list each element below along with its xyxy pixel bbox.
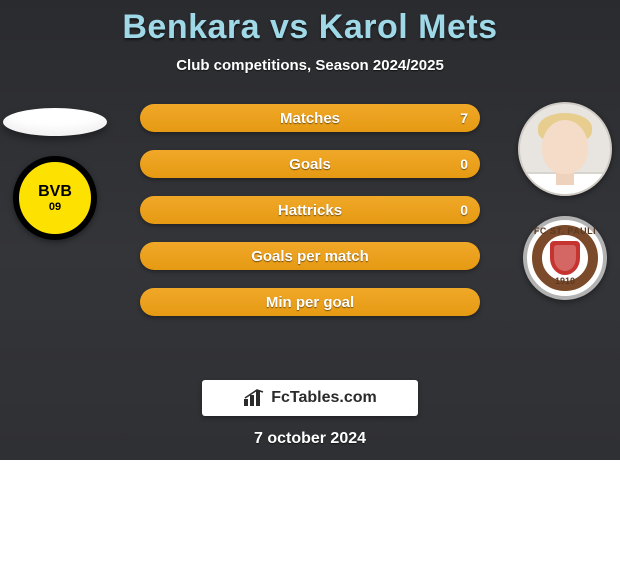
badge-year: 1910 bbox=[527, 276, 603, 286]
stat-right-value: 7 bbox=[448, 104, 480, 132]
stat-row-matches: Matches 7 bbox=[140, 104, 480, 132]
left-player-column: BVB 09 bbox=[0, 102, 110, 240]
stat-left-value bbox=[140, 242, 164, 270]
comparison-card: Benkara vs Karol Mets Club competitions,… bbox=[0, 0, 620, 460]
stat-right-value bbox=[456, 288, 480, 316]
page-title: Benkara vs Karol Mets bbox=[0, 0, 620, 47]
badge-arc-text: FC ST. PAULI bbox=[527, 226, 603, 236]
right-club-badge: FC ST. PAULI 1910 bbox=[523, 216, 607, 300]
stat-right-value bbox=[456, 242, 480, 270]
right-player-photo bbox=[518, 102, 612, 196]
stat-label: Matches bbox=[280, 110, 340, 127]
stat-row-goals: Goals 0 bbox=[140, 150, 480, 178]
stat-label: Hattricks bbox=[278, 202, 342, 219]
left-player-photo-placeholder bbox=[3, 108, 107, 136]
stat-row-hattricks: Hattricks 0 bbox=[140, 196, 480, 224]
stat-left-value bbox=[140, 104, 164, 132]
stat-label: Min per goal bbox=[266, 294, 354, 311]
right-player-column: FC ST. PAULI 1910 bbox=[510, 102, 620, 300]
stat-row-goals-per-match: Goals per match bbox=[140, 242, 480, 270]
badge-crest bbox=[550, 241, 580, 275]
subtitle: Club competitions, Season 2024/2025 bbox=[0, 57, 620, 74]
stat-label: Goals bbox=[289, 156, 331, 173]
stat-row-min-per-goal: Min per goal bbox=[140, 288, 480, 316]
stat-left-value bbox=[140, 288, 164, 316]
date-label: 7 october 2024 bbox=[0, 430, 620, 448]
stat-left-value bbox=[140, 150, 164, 178]
stat-right-value: 0 bbox=[448, 196, 480, 224]
photo-head bbox=[542, 120, 588, 174]
stat-right-value: 0 bbox=[448, 150, 480, 178]
brand-chart-icon bbox=[243, 389, 265, 407]
content-area: BVB 09 FC ST. PAULI 1910 Match bbox=[0, 102, 620, 362]
left-club-badge: BVB 09 bbox=[13, 156, 97, 240]
left-club-code: BVB 09 bbox=[38, 184, 72, 213]
stat-label: Goals per match bbox=[251, 248, 369, 265]
brand-link[interactable]: FcTables.com bbox=[202, 380, 418, 416]
stat-bars: Matches 7 Goals 0 Hattricks 0 Goals per … bbox=[140, 104, 480, 316]
club-code-text: BVB bbox=[38, 183, 72, 200]
stat-left-value bbox=[140, 196, 164, 224]
brand-name: FcTables.com bbox=[271, 389, 377, 407]
club-badge-year: 09 bbox=[38, 202, 72, 213]
